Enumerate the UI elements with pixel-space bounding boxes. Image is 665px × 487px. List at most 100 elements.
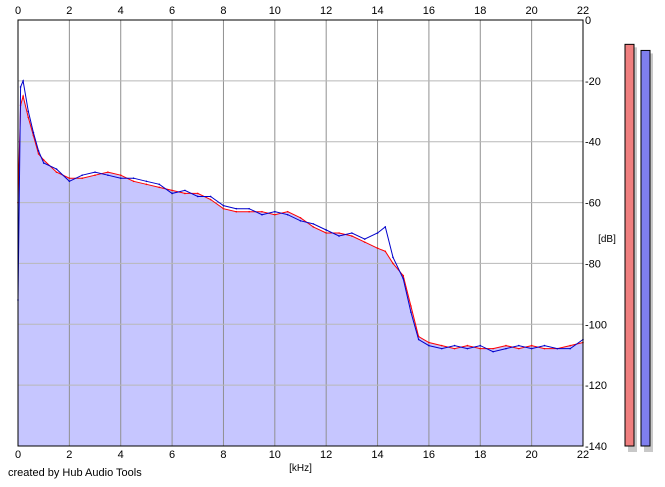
series-0-point xyxy=(261,210,263,213)
series-1-point xyxy=(158,183,161,186)
level-meter-1 xyxy=(640,49,651,447)
spectrum-fill xyxy=(18,96,583,447)
series-1-point xyxy=(505,347,507,350)
series-1-point xyxy=(42,162,45,164)
series-0-point xyxy=(505,344,507,347)
x-tick-label-top: 8 xyxy=(220,5,226,17)
series-0-point xyxy=(27,116,30,119)
series-0-point xyxy=(466,344,469,347)
x-tick-label-top: 16 xyxy=(423,5,435,17)
series-0-point xyxy=(22,95,24,97)
series-1-point xyxy=(569,347,571,350)
series-0-point xyxy=(81,177,84,180)
y-tick-label: -100 xyxy=(585,319,607,331)
series-1-point xyxy=(543,344,546,347)
y-tick-label: -40 xyxy=(585,137,601,149)
x-tick-label-top: 4 xyxy=(118,5,124,17)
series-0-point xyxy=(325,232,327,234)
series-0-point xyxy=(384,250,387,253)
series-1-point xyxy=(32,131,35,134)
series-0-point xyxy=(132,180,135,183)
series-0-point xyxy=(107,171,109,173)
y-tick-label: 0 xyxy=(585,15,591,27)
series-0-point xyxy=(392,262,394,265)
series-1-point xyxy=(417,338,420,341)
series-0-point xyxy=(248,210,250,213)
series-1-point xyxy=(261,213,263,216)
x-tick-label-top: 18 xyxy=(474,5,486,17)
series-0-point xyxy=(145,183,148,186)
level-meter-0 xyxy=(624,43,635,447)
series-1-point xyxy=(235,207,238,210)
series-1-point xyxy=(351,232,353,234)
series-1-point xyxy=(325,229,327,231)
series-1-point xyxy=(556,347,559,350)
series-1-point xyxy=(530,347,533,350)
x-tick-label-top: 10 xyxy=(269,5,281,17)
series-1-point xyxy=(171,192,173,195)
x-axis-label: [kHz] xyxy=(289,463,312,474)
series-0-point xyxy=(517,347,520,350)
x-tick-label-bottom: 16 xyxy=(423,449,435,461)
series-1-point xyxy=(248,207,250,210)
series-1-point xyxy=(119,177,122,180)
series-1-point xyxy=(402,277,405,280)
series-0-point xyxy=(453,347,456,350)
series-0-point xyxy=(209,198,212,201)
y-tick-label: -80 xyxy=(585,258,601,270)
x-tick-label-bottom: 22 xyxy=(577,449,589,461)
series-1-point xyxy=(184,189,186,192)
series-1-point xyxy=(410,311,412,313)
y-tick-label: -120 xyxy=(585,380,607,392)
x-tick-label-top: 20 xyxy=(526,5,538,17)
x-tick-label-bottom: 10 xyxy=(269,449,281,461)
series-0-point xyxy=(37,153,40,155)
series-0-point xyxy=(312,226,315,228)
series-0-point xyxy=(543,347,546,350)
series-1-point xyxy=(22,80,24,82)
series-1-point xyxy=(19,86,22,88)
series-0-point xyxy=(338,232,340,234)
series-0-point xyxy=(55,171,58,173)
series-0-point xyxy=(119,174,122,176)
x-tick-label-bottom: 4 xyxy=(118,449,124,461)
x-tick-label-bottom: 8 xyxy=(220,449,226,461)
series-0-point xyxy=(402,274,405,277)
series-0-point xyxy=(286,210,289,213)
series-0-point xyxy=(479,347,482,350)
x-tick-label-bottom: 12 xyxy=(320,449,332,461)
series-1-point xyxy=(517,344,520,347)
series-1-point xyxy=(81,174,84,176)
series-1-point xyxy=(384,226,387,228)
series-0-point xyxy=(171,189,173,192)
series-1-point xyxy=(392,256,394,259)
series-1-point xyxy=(299,220,302,222)
series-0-point xyxy=(158,186,161,189)
series-1-point xyxy=(55,168,58,170)
series-1-point xyxy=(440,347,443,350)
series-1-point xyxy=(27,110,30,113)
series-0-point xyxy=(351,235,353,237)
series-1-point xyxy=(453,344,456,347)
x-tick-label-top: 2 xyxy=(66,5,72,17)
series-0-point xyxy=(428,341,430,344)
series-1-point xyxy=(428,344,430,347)
y-tick-label: -140 xyxy=(585,441,607,453)
series-0-point xyxy=(569,344,571,347)
x-tick-label-top: 14 xyxy=(371,5,383,17)
series-1-point xyxy=(68,180,71,183)
series-1-point xyxy=(196,195,199,198)
series-0-point xyxy=(94,174,96,176)
series-1-point xyxy=(363,238,366,240)
series-1-point xyxy=(479,344,482,347)
series-1-point xyxy=(107,174,109,176)
series-1-point xyxy=(312,223,315,225)
series-0-point xyxy=(196,192,199,195)
series-0-point xyxy=(440,344,443,347)
series-1-point xyxy=(222,204,225,207)
x-tick-label-bottom: 6 xyxy=(169,449,175,461)
series-1-point xyxy=(492,350,494,353)
series-0-point xyxy=(68,177,71,180)
series-1-point xyxy=(209,195,212,198)
series-1-point xyxy=(132,177,135,180)
